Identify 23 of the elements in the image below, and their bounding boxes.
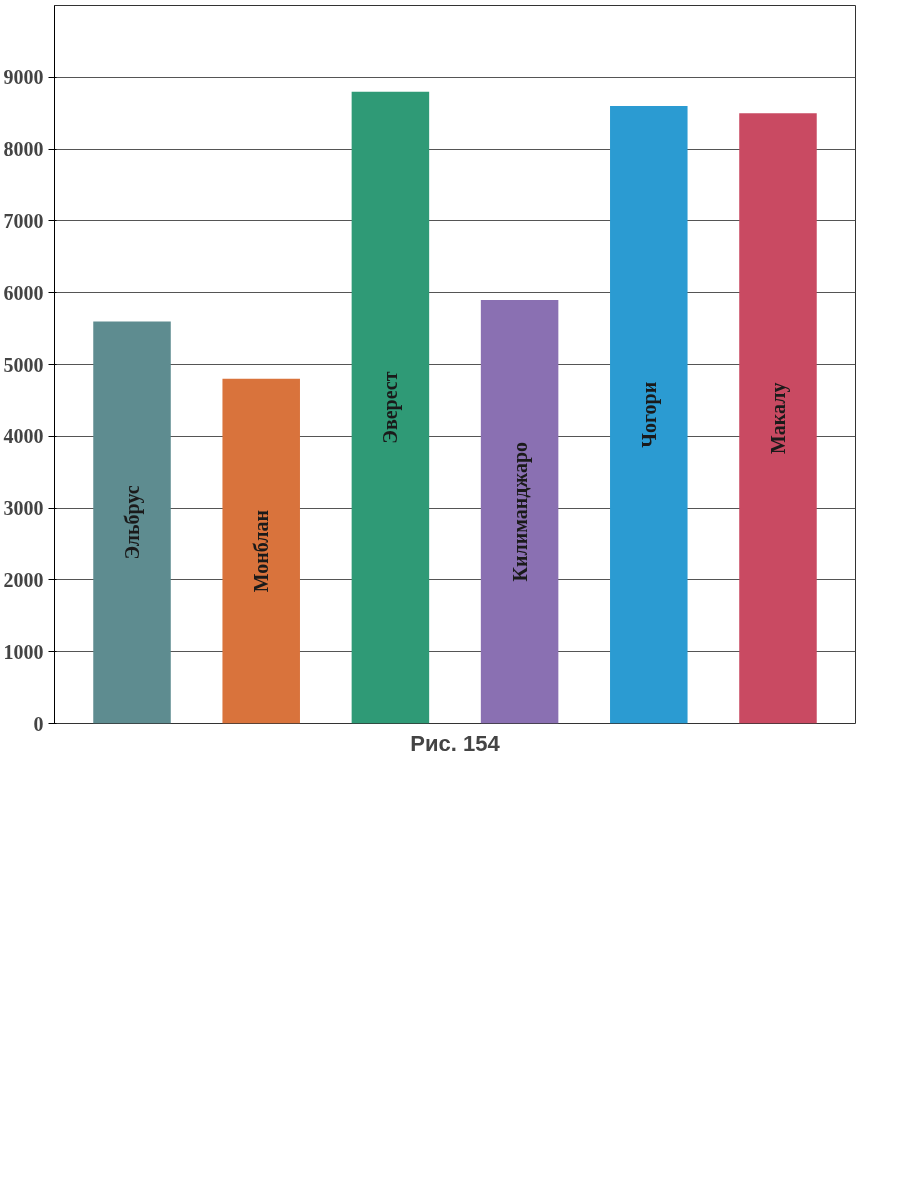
y-tick-label: 4000 [3,425,44,448]
bar [739,113,817,724]
bar [93,321,171,724]
x-tick-label: Килиманджаро [508,441,532,582]
x-tick-label: Монблан [250,509,273,593]
x-tick-label: Эльбрус [121,485,145,560]
y-tick-label: 2000 [3,568,44,591]
bar [222,378,300,724]
y-tick-label: 6000 [3,281,44,304]
y-tick-label: 0 [33,712,44,735]
bar [610,106,688,724]
y-tick-label: 5000 [3,353,44,376]
y-tick-label: 9000 [3,66,44,89]
bar [351,91,430,724]
y-tick-label: 8000 [3,138,44,161]
text: Рис. 154 [410,730,501,756]
x-tick-label: Макалу [766,382,790,455]
y-tick-label: 1000 [3,640,44,663]
y-tick-label: 7000 [3,209,44,232]
x-tick-label: Чогори [637,381,661,448]
x-tick-label: Эверест [379,371,403,444]
bar [480,299,559,724]
y-tick-label: 3000 [3,497,44,520]
